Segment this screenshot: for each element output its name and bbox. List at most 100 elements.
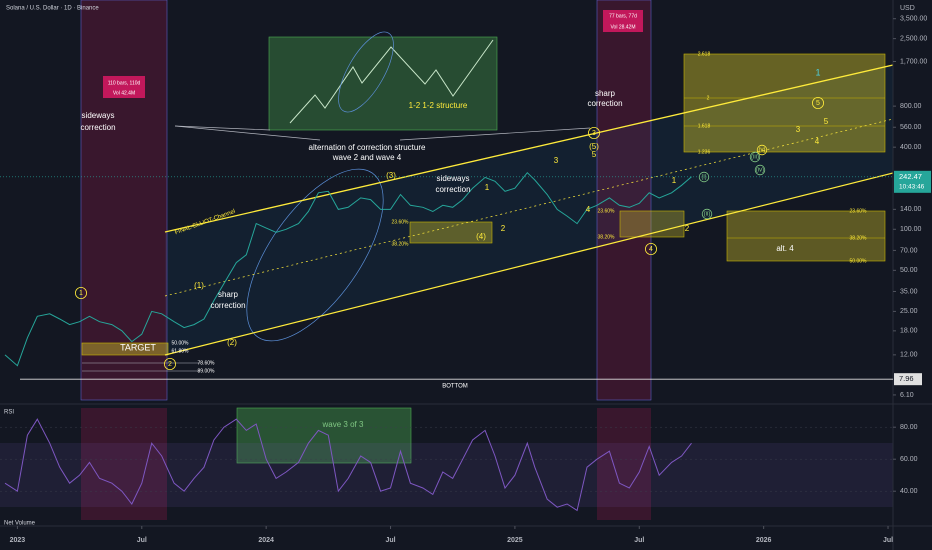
wave-circle — [163, 357, 176, 370]
channel-fill — [165, 65, 893, 355]
annotation: 78.60% — [198, 360, 216, 366]
y-tick-label: 100.00 — [900, 226, 922, 233]
y-tick-label: 1,700.00 — [900, 58, 927, 65]
annotation: (4) — [476, 232, 486, 241]
y-tick-label: 2,500.00 — [900, 35, 927, 42]
annotation: 2 — [707, 95, 710, 101]
y-tick-label: 50.00 — [900, 267, 918, 274]
y-tick-label: 80.00 — [900, 424, 918, 431]
rsi-band — [0, 443, 893, 507]
pane-title: Net Volume — [4, 521, 36, 527]
annotation: Vol 28.42M — [610, 24, 635, 30]
y-tick-label: 3,500.00 — [900, 16, 927, 23]
rsi-box — [236, 407, 412, 464]
annotation: 2.618 — [698, 51, 711, 57]
annotation: 5 — [816, 100, 820, 107]
annotation: alt. 4 — [776, 244, 794, 253]
y-tick-label: 40.00 — [900, 488, 918, 495]
bottom-value: 7.96 — [899, 374, 914, 383]
annotation: 1.236 — [698, 149, 711, 155]
annotation: 2 — [501, 224, 506, 233]
y-tick-label: 560.00 — [900, 124, 922, 131]
series-line — [4, 171, 692, 367]
annotation: wave 2 and wave 4 — [332, 153, 402, 162]
annotation: 4 — [649, 246, 653, 253]
wave-circle — [75, 286, 88, 299]
series-line — [4, 418, 692, 512]
arrow — [174, 125, 321, 141]
x-tick-label: 2023 — [10, 537, 26, 544]
wave-circle — [645, 242, 658, 255]
y-tick-label: 400.00 — [900, 144, 922, 151]
annotation: sideways — [82, 111, 115, 120]
annotation: 5 — [824, 117, 829, 126]
annotation: 3 — [554, 156, 559, 165]
annotation: (1) — [194, 281, 204, 290]
annotation: (v) — [759, 148, 766, 154]
annotation: 38.20% — [598, 234, 616, 240]
annotation: sideways — [437, 174, 470, 183]
annotation: sharp — [218, 290, 239, 299]
annotation: 3 — [796, 125, 801, 134]
last-price: 242.47 — [899, 172, 922, 181]
structure-box — [268, 36, 498, 131]
countdown: 10:43:46 — [899, 184, 925, 191]
y-tick-label: 140.00 — [900, 206, 922, 213]
annotation: 50.00% — [850, 258, 868, 264]
annotation: (iv) — [756, 168, 764, 174]
y-tick-label: 35.00 — [900, 288, 918, 295]
annotation: 23.60% — [598, 208, 616, 214]
ellipse — [246, 168, 384, 342]
fib-box — [683, 53, 886, 153]
last-price-badge — [894, 170, 931, 193]
annotation: correction — [587, 99, 622, 108]
alt-box — [726, 210, 886, 262]
target-box — [81, 342, 169, 356]
bars-badge — [103, 76, 145, 98]
annotation: 2 — [685, 224, 690, 233]
y-tick-label: 70.00 — [900, 247, 918, 254]
y-tick-label: 800.00 — [900, 103, 922, 110]
annotation: 77 bars, 77d — [609, 13, 637, 19]
annotation: sharp — [595, 89, 616, 98]
annotation: 1.618 — [698, 123, 711, 129]
time-zone — [80, 0, 168, 401]
x-tick-label: Jul — [883, 537, 893, 544]
wave-circle — [749, 151, 761, 163]
zigzag — [289, 39, 494, 124]
y-tick-label: 60.00 — [900, 456, 918, 463]
x-tick-label: 2025 — [507, 537, 523, 544]
annotation: 1 — [79, 290, 83, 297]
annotation: 1-2 1-2 structure — [409, 101, 468, 110]
channel-line — [164, 64, 894, 233]
wave-circle — [756, 144, 768, 156]
wave-circle — [812, 97, 825, 110]
annotation: 38.20% — [850, 235, 868, 241]
y-tick-label: 25.00 — [900, 308, 918, 315]
bars-badge — [603, 10, 643, 32]
annotation: 1 — [672, 176, 677, 185]
annotation: correction — [210, 301, 245, 310]
pane-title: RSI — [4, 410, 14, 416]
annotation: (5) — [589, 142, 599, 151]
fib-box — [409, 221, 493, 244]
annotation: 1 — [485, 183, 490, 192]
channel-line — [164, 172, 894, 356]
annotation: 5 — [592, 150, 597, 159]
wave-circle — [588, 127, 601, 140]
ellipse — [338, 31, 394, 113]
annotation: (iii) — [751, 155, 759, 161]
annotation: 4 — [815, 137, 820, 146]
arrow — [399, 127, 591, 141]
annotation: (2) — [227, 338, 237, 347]
annotation: (i) — [701, 175, 706, 181]
annotation: wave 3 of 3 — [322, 420, 364, 429]
annotation: (ii) — [704, 212, 711, 218]
y-tick-label: 6.10 — [900, 392, 914, 399]
annotation: Vol 42.4M — [113, 90, 135, 96]
chart-title: Solana / U.S. Dollar · 1D · Binance — [6, 6, 99, 12]
wave-circle — [701, 208, 713, 220]
